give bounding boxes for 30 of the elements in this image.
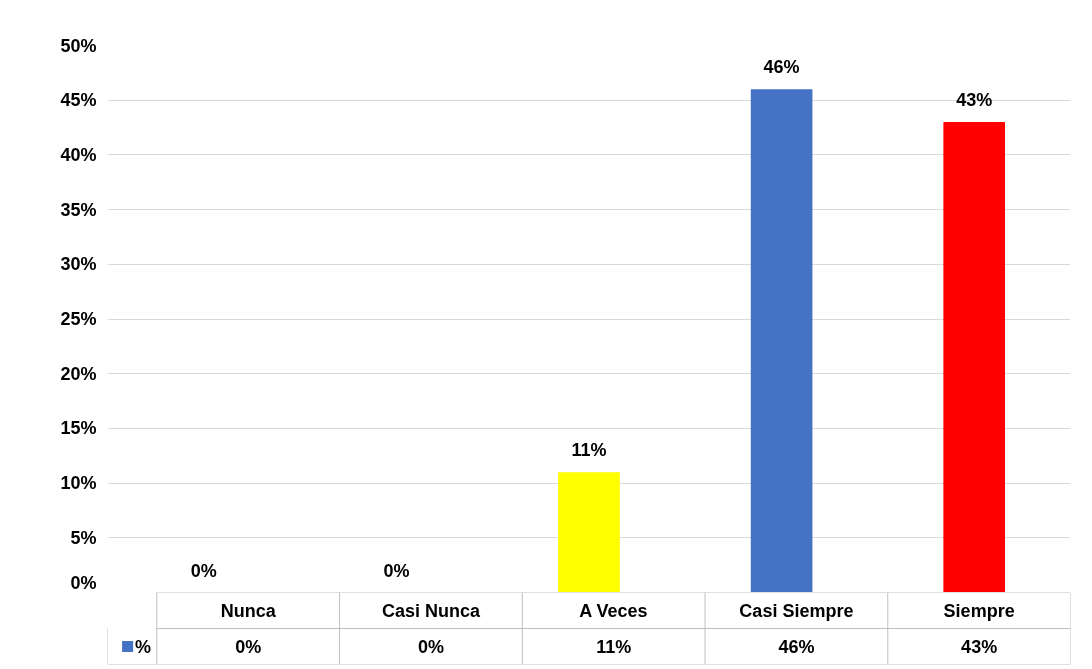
x-tick-label: Casi Siempre bbox=[739, 600, 854, 621]
x-tick-label: Nunca bbox=[220, 600, 277, 621]
data-label: 43% bbox=[961, 636, 998, 657]
text: 11% bbox=[571, 440, 607, 461]
text: 0% bbox=[383, 560, 410, 581]
y-tick-label: 40% bbox=[60, 144, 97, 165]
text: 0% bbox=[190, 560, 217, 581]
x-tick-label: A Veces bbox=[579, 600, 648, 621]
bar bbox=[750, 89, 813, 592]
bar bbox=[558, 472, 620, 592]
bar bbox=[943, 122, 1006, 592]
text: 43% bbox=[956, 90, 993, 111]
data-label: 0% bbox=[235, 636, 262, 657]
y-tick-label: 20% bbox=[60, 363, 97, 384]
text: 46% bbox=[763, 57, 800, 78]
data-label: 46% bbox=[778, 636, 815, 657]
data-label: 0% bbox=[417, 636, 444, 657]
y-tick-label: 35% bbox=[60, 199, 97, 220]
legend-label: % bbox=[134, 636, 151, 657]
y-tick-label: 50% bbox=[60, 35, 97, 56]
y-tick-label: 25% bbox=[60, 309, 97, 329]
y-tick-label: 30% bbox=[60, 254, 97, 275]
y-tick-label: 45% bbox=[60, 90, 97, 111]
x-tick-label: Siempre bbox=[943, 600, 1015, 621]
y-tick-label: 0% bbox=[70, 572, 97, 593]
y-tick-label: 5% bbox=[70, 527, 97, 548]
x-tick-label: Casi Nunca bbox=[381, 600, 481, 621]
y-tick-label: 10% bbox=[60, 473, 97, 494]
y-tick-label: 15% bbox=[60, 418, 97, 439]
data-label: 11% bbox=[596, 636, 632, 657]
